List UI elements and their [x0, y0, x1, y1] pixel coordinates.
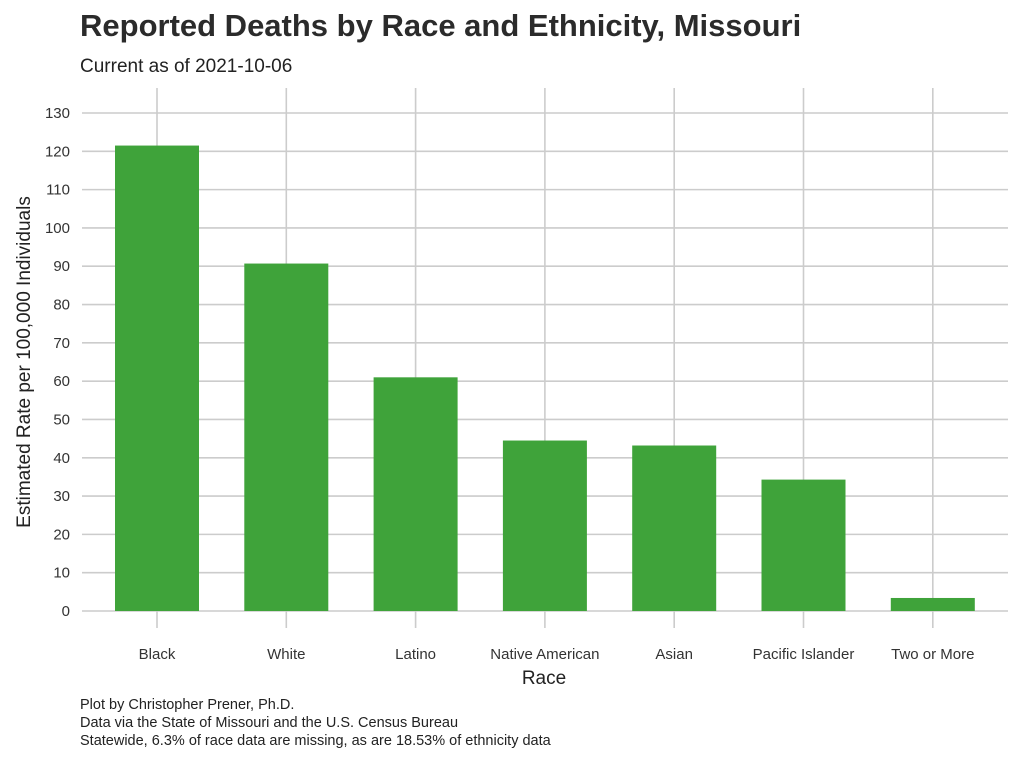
y-tick-label: 80	[53, 297, 70, 314]
y-tick-label: 40	[53, 450, 70, 467]
y-tick-label: 120	[45, 143, 70, 160]
bar-white	[244, 263, 329, 611]
x-tick-label: White	[267, 646, 305, 663]
bar-asian	[632, 445, 717, 611]
x-axis-title: Race	[522, 668, 566, 689]
y-tick-label: 10	[53, 565, 70, 582]
y-tick-label: 110	[46, 182, 70, 199]
x-tick-label: Native American	[490, 646, 599, 663]
y-tick-label: 50	[53, 411, 70, 428]
x-tick-label: Pacific Islander	[753, 646, 855, 663]
y-tick-labels: 0 10 20 30 40 50 60 70 80 90 100 110 120 130	[45, 105, 70, 620]
chart-subtitle: Current as of 2021-10-06	[80, 56, 293, 77]
y-tick-label: 30	[53, 488, 70, 505]
bars	[115, 145, 975, 612]
bar-two-or-more	[890, 597, 975, 611]
x-tick-label: Asian	[655, 646, 693, 663]
chart-caption: Plot by Christopher Prener, Ph.D. Data v…	[80, 696, 551, 750]
x-tick-label: Latino	[395, 646, 436, 663]
x-tick-label: Two or More	[891, 646, 974, 663]
bar-black	[115, 145, 199, 612]
chart-title: Reported Deaths by Race and Ethnicity, M…	[80, 8, 802, 43]
bar-pacific-islander	[761, 479, 846, 611]
x-tick-labels: Black White Latino Native American Asian Paci…	[139, 646, 975, 663]
bar-native-american	[502, 440, 587, 611]
y-tick-label: 20	[53, 526, 70, 543]
x-tick-label: Black	[139, 646, 176, 663]
caption-line-missing-data: Statewide, 6.3% of race data are missing…	[80, 733, 551, 749]
y-tick-label: 0	[62, 603, 70, 620]
grid-lines	[82, 88, 1008, 628]
caption-line-author: Plot by Christopher Prener, Ph.D.	[80, 697, 295, 713]
y-tick-label: 90	[53, 258, 70, 275]
bar-latino	[373, 377, 458, 611]
caption-line-source: Data via the State of Missouri and the U…	[80, 715, 459, 731]
y-axis-title: Estimated Rate per 100,000 Individuals	[14, 196, 35, 528]
y-tick-label: 100	[45, 220, 70, 237]
y-tick-label: 60	[53, 373, 70, 390]
y-tick-label: 70	[53, 335, 70, 352]
y-tick-label: 130	[45, 105, 70, 122]
